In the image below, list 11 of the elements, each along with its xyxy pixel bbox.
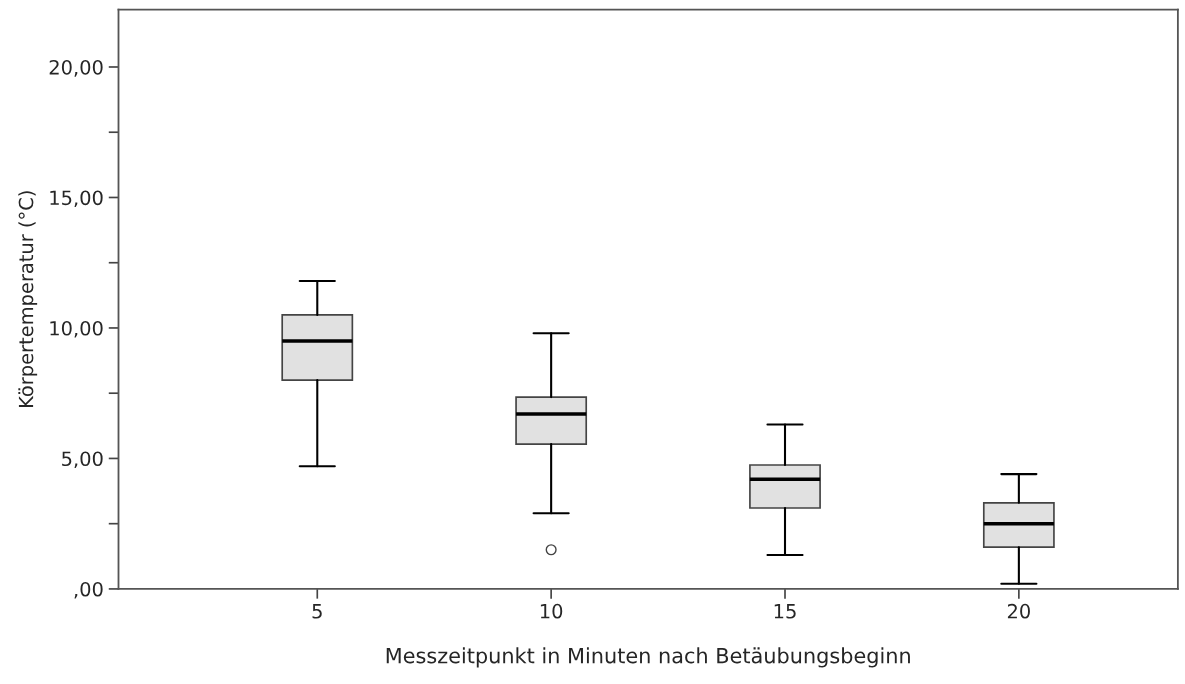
x-axis-title: Messzeitpunkt in Minuten nach Betäubungsbeginn [386,647,910,668]
y-tick-label: 15,00 [50,190,103,208]
x-tick-label: 15 [774,604,796,619]
x-tick-label: 5 [312,604,322,619]
y-tick-label: ,00 [74,581,103,599]
x-tick-label: 20 [1007,603,1030,619]
y-tick-label: 20,00 [49,59,103,77]
x-tick-label: 10 [540,603,563,619]
y-tick-label: 10,00 [50,320,103,338]
y-tick-label: 5,00 [62,451,103,469]
y-axis-title: Körpertemperatur (°C) [18,191,38,407]
